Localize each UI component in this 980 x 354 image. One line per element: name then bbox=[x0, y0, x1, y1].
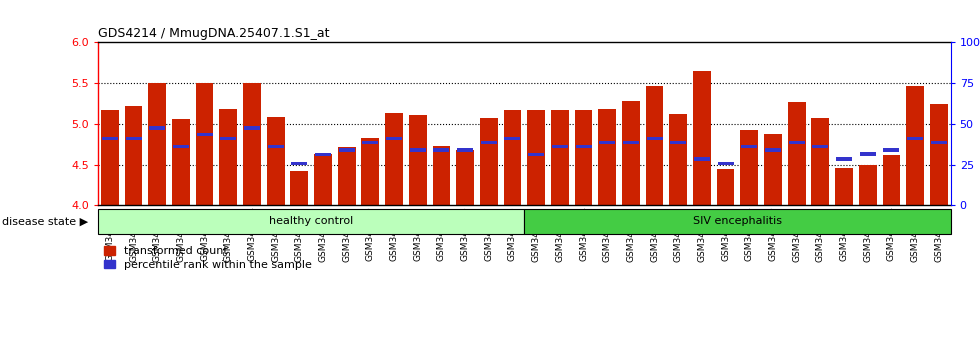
Bar bbox=[883, 155, 901, 205]
Bar bbox=[290, 171, 308, 205]
Bar bbox=[505, 137, 520, 140]
Bar bbox=[315, 154, 332, 205]
Bar bbox=[789, 141, 805, 144]
Bar bbox=[858, 165, 876, 205]
Bar bbox=[883, 148, 900, 152]
Bar bbox=[859, 152, 876, 156]
Bar bbox=[102, 137, 118, 140]
Bar bbox=[646, 86, 663, 205]
Bar bbox=[764, 134, 782, 205]
Bar bbox=[220, 137, 236, 140]
Bar bbox=[410, 148, 425, 152]
Text: GDS4214 / MmugDNA.25407.1.S1_at: GDS4214 / MmugDNA.25407.1.S1_at bbox=[98, 27, 329, 40]
Bar bbox=[291, 162, 308, 165]
Bar bbox=[481, 141, 497, 144]
Bar bbox=[765, 148, 781, 152]
Bar bbox=[124, 106, 142, 205]
Bar bbox=[930, 104, 948, 205]
Bar bbox=[385, 113, 403, 205]
Text: disease state ▶: disease state ▶ bbox=[2, 216, 88, 226]
Bar bbox=[457, 150, 474, 205]
Bar bbox=[480, 118, 498, 205]
Bar bbox=[409, 115, 426, 205]
Bar bbox=[574, 110, 592, 205]
Bar bbox=[220, 109, 237, 205]
Bar bbox=[622, 101, 640, 205]
Bar bbox=[836, 157, 852, 160]
Bar bbox=[716, 170, 734, 205]
Text: healthy control: healthy control bbox=[270, 216, 353, 226]
Bar bbox=[244, 126, 260, 130]
Bar bbox=[835, 168, 853, 205]
Bar bbox=[386, 137, 402, 140]
Bar bbox=[907, 137, 923, 140]
Bar bbox=[599, 141, 615, 144]
Bar bbox=[197, 133, 213, 136]
Legend: transformed count, percentile rank within the sample: transformed count, percentile rank withi… bbox=[104, 246, 312, 270]
Bar bbox=[504, 110, 521, 205]
Text: SIV encephalitis: SIV encephalitis bbox=[693, 216, 782, 226]
Bar bbox=[741, 145, 758, 148]
Bar bbox=[931, 141, 947, 144]
Bar bbox=[457, 148, 473, 152]
Bar bbox=[741, 130, 759, 205]
Bar bbox=[148, 83, 166, 205]
Bar bbox=[125, 137, 141, 140]
Bar bbox=[363, 141, 378, 144]
Bar bbox=[906, 86, 924, 205]
Bar bbox=[172, 145, 189, 148]
Bar bbox=[693, 71, 710, 205]
Bar bbox=[552, 145, 567, 148]
Bar bbox=[149, 126, 166, 130]
Bar bbox=[267, 118, 284, 205]
Bar bbox=[717, 162, 734, 165]
Bar bbox=[172, 119, 190, 205]
Bar bbox=[575, 145, 592, 148]
Bar bbox=[669, 114, 687, 205]
Bar bbox=[101, 110, 119, 205]
Bar bbox=[362, 138, 379, 205]
Bar bbox=[812, 145, 828, 148]
Bar bbox=[243, 83, 261, 205]
Bar bbox=[98, 209, 524, 234]
Bar bbox=[551, 110, 568, 205]
Bar bbox=[433, 148, 450, 152]
Bar bbox=[623, 141, 639, 144]
Bar bbox=[788, 102, 806, 205]
Bar bbox=[432, 146, 450, 205]
Bar bbox=[694, 157, 710, 160]
Bar bbox=[268, 145, 283, 148]
Bar bbox=[647, 137, 662, 140]
Bar bbox=[338, 147, 356, 205]
Bar bbox=[527, 110, 545, 205]
Bar bbox=[524, 209, 951, 234]
Bar bbox=[670, 141, 686, 144]
Bar bbox=[339, 148, 355, 152]
Bar bbox=[315, 153, 331, 156]
Bar bbox=[599, 109, 616, 205]
Bar bbox=[528, 153, 544, 156]
Bar bbox=[811, 118, 829, 205]
Bar bbox=[196, 83, 214, 205]
